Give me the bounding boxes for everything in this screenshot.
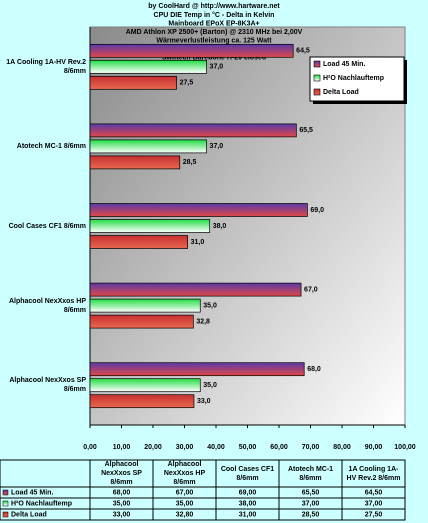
value-label: 64,5 — [296, 48, 310, 55]
table-row-label: Delta Load — [11, 511, 47, 518]
table-cell: 37,00 — [302, 500, 320, 507]
bar — [89, 219, 211, 233]
bar — [89, 362, 305, 377]
value-label: 67,0 — [304, 286, 318, 293]
value-label: 38,0 — [213, 223, 227, 230]
table-header: Alphacool NexXxos SP 8/6mm — [101, 461, 142, 486]
y-tick-label: Cool Cases CF1 8/6mm — [8, 222, 86, 230]
table-cell: 27,50 — [365, 511, 383, 518]
x-tick-label: 20,00 — [144, 444, 162, 451]
bar — [89, 123, 297, 138]
bar — [89, 235, 189, 249]
value-label: 69,0 — [310, 207, 324, 214]
bar — [89, 394, 195, 409]
bar — [89, 298, 201, 313]
chart-subtitle: Mainboard EPoX EP-8K3A+ — [168, 20, 259, 27]
value-label: 65,5 — [299, 127, 313, 134]
y-tick-label: 1A Cooling 1A-HV Rev.2 8/6mm — [6, 58, 86, 75]
chart-subtitle: CPU DIE Temp in °C - Delta in Kelvin — [154, 11, 275, 19]
chart-subtitle: Wärmeverlustleistung ca. 125 Watt — [156, 37, 272, 44]
value-label: 27,5 — [180, 80, 194, 87]
bar — [89, 203, 308, 217]
table-cell: 35,00 — [176, 500, 194, 507]
value-label: 37,0 — [210, 64, 224, 71]
value-label: 68,0 — [307, 366, 321, 373]
table-cell: 68,00 — [113, 489, 131, 496]
table-cell: 65,50 — [302, 489, 320, 496]
legend-swatch — [313, 88, 321, 96]
x-tick-label: 0,00 — [83, 444, 97, 451]
y-tick-label: Atotech MC-1 8/6mm — [16, 142, 86, 150]
bar — [89, 314, 194, 329]
x-tick-label: 100,00 — [394, 444, 416, 451]
chart-title: by CoolHard @ http://www.hartware.net — [148, 3, 280, 10]
table-cell: 32,80 — [176, 511, 194, 518]
legend-swatch — [2, 489, 9, 496]
table-row-label: H²O Nachlauftemp — [11, 500, 72, 507]
legend-swatch — [313, 74, 321, 82]
table-cell: 64,50 — [365, 489, 383, 496]
x-tick-label: 60,00 — [270, 444, 288, 451]
value-label: 31,0 — [191, 239, 205, 246]
bar — [89, 282, 302, 297]
bar — [89, 43, 294, 58]
legend-swatch — [313, 60, 321, 68]
legend — [309, 56, 405, 102]
x-tick-label: 80,00 — [333, 444, 351, 451]
table-cell: 33,00 — [113, 511, 131, 518]
table-cell: 31,00 — [239, 511, 257, 518]
value-label: 28,5 — [183, 159, 197, 166]
table-cell: 35,00 — [113, 500, 131, 507]
chart-subtitle: Swiftech Barebone H-20 closed — [162, 54, 266, 61]
x-tick-label: 10,00 — [113, 444, 131, 451]
x-tick-label: 40,00 — [207, 444, 225, 451]
table-cell: 69,00 — [239, 489, 257, 496]
x-tick-label: 70,00 — [302, 444, 320, 451]
value-label: 35,0 — [203, 302, 217, 309]
legend-label: H²O Nachlauftemp — [323, 75, 384, 82]
y-tick-label: Alphacool NexXxos HP 8/6mm — [8, 297, 86, 314]
legend-swatch — [2, 500, 9, 507]
table-header: Cool Cases CF1 8/6mm — [220, 465, 275, 482]
bar — [89, 75, 177, 90]
value-label: 32,8 — [196, 318, 210, 325]
legend-swatch — [2, 511, 9, 518]
x-tick-label: 90,00 — [365, 444, 383, 451]
y-tick-label: Alphacool NexXxos SP 8/6mm — [9, 377, 86, 394]
chart-subtitle: AMD Athlon XP 2500+ (Barton) @ 2310 MHz … — [126, 29, 303, 36]
value-label: 33,0 — [197, 398, 211, 405]
x-tick-label: 50,00 — [239, 444, 257, 451]
value-label: 37,0 — [210, 143, 224, 150]
table-header: Atotech MC-1 8/6mm — [287, 465, 334, 482]
table-row-label: Load 45 Min. — [11, 489, 53, 496]
table-header: 1A Cooling 1A-HV Rev.2 8/6mm — [346, 465, 401, 482]
table-cell: 38,00 — [239, 500, 257, 507]
table-header: Alphacool NexXxos HP 8/6mm — [163, 461, 206, 486]
table-cell: 28,50 — [302, 511, 320, 518]
table-cell: 37,00 — [365, 500, 383, 507]
table-cell: 67,00 — [176, 489, 194, 496]
x-tick-label: 30,00 — [176, 444, 194, 451]
bar — [89, 378, 201, 393]
bar — [89, 139, 207, 154]
table — [0, 459, 406, 521]
value-label: 35,0 — [203, 382, 217, 389]
bar — [89, 59, 207, 74]
legend-label: Delta Load — [323, 89, 359, 96]
bar — [89, 155, 181, 170]
legend-label: Load 45 Min. — [323, 61, 365, 68]
